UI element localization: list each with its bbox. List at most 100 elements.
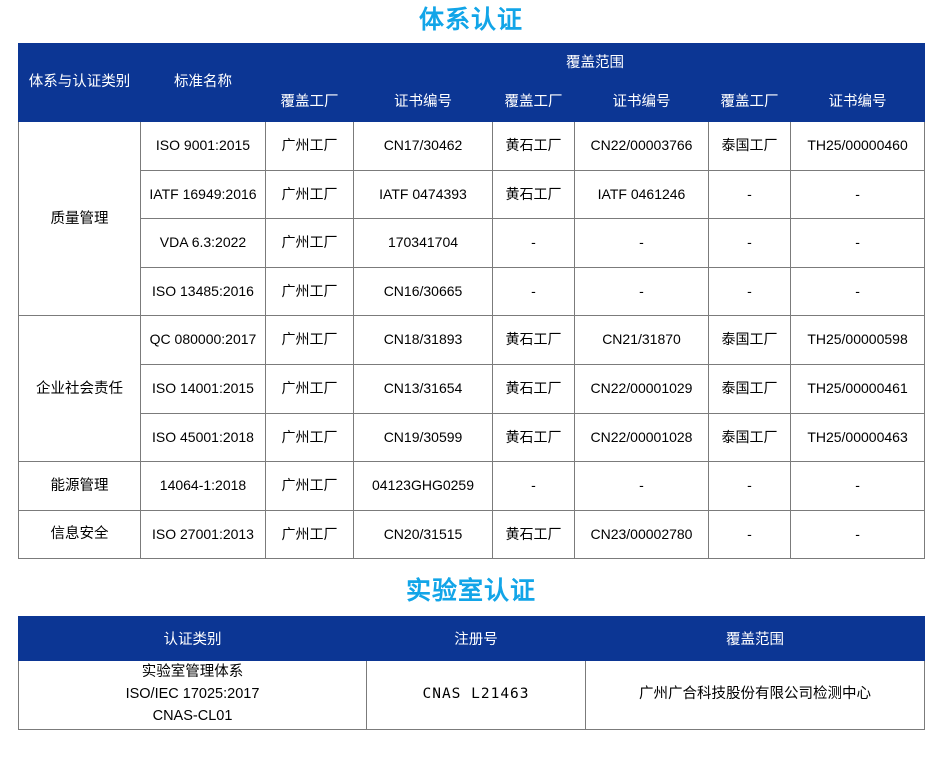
cell-standard: ISO 13485:2016 [140, 266, 266, 317]
cell-certno-3: TH25/00000460 [789, 121, 926, 171]
cell-certno-3: TH25/00000463 [789, 412, 926, 463]
lab-table-body: 实验室管理体系 ISO/IEC 17025:2017 CNAS-CL01 CNA… [18, 660, 925, 730]
cell-factory-1: 广州工厂 [265, 218, 354, 268]
systems-table-head: 体系与认证类别 标准名称 覆盖范围 覆盖工厂 证书编号 覆盖工厂 证书编号 覆盖… [18, 43, 926, 122]
header-cell-factory-2: 覆盖工厂 [492, 83, 575, 122]
lab-table-head: 认证类别 注册号 覆盖范围 [18, 616, 925, 662]
cell-factory-2: - [492, 266, 575, 317]
cell-certno-2: - [574, 218, 709, 268]
cell-standard: ISO 27001:2013 [140, 509, 266, 560]
header-cell-scope-group: 覆盖范围 [264, 43, 926, 84]
header-cell-lab-scope: 覆盖范围 [585, 616, 925, 662]
laboratory-certification-table: 认证类别 注册号 覆盖范围 实验室管理体系 ISO/IEC 17025:2017… [18, 616, 925, 730]
cell-factory-1: 广州工厂 [265, 363, 354, 414]
table-row: ISO 14001:2015 广州工厂 CN13/31654 黄石工厂 CN22… [19, 363, 926, 414]
cell-factory-3: - [708, 218, 791, 268]
table-row: 信息安全 ISO 27001:2013 广州工厂 CN20/31515 黄石工厂… [18, 509, 926, 560]
table-row: VDA 6.3:2022 广州工厂 170341704 - - - - [19, 218, 926, 268]
table-row: 企业社会责任 QC 080000:2017 广州工厂 CN18/31893 黄石… [18, 315, 926, 463]
row-group-label: 信息安全 [18, 509, 141, 560]
cell-factory-1: 广州工厂 [265, 266, 354, 317]
header-row-top: 体系与认证类别 标准名称 覆盖范围 [18, 43, 926, 122]
cell-factory-2: 黄石工厂 [492, 315, 575, 365]
cell-certno-1: 170341704 [353, 218, 493, 268]
cell-factory-2: - [492, 461, 575, 511]
cell-factory-1: 广州工厂 [265, 461, 354, 511]
cell-lab-scope: 广州广合科技股份有限公司检测中心 [585, 660, 925, 730]
cell-certno-1: CN16/30665 [353, 266, 493, 317]
cell-factory-3: 泰国工厂 [708, 363, 791, 414]
cell-standard: ISO 45001:2018 [140, 412, 266, 463]
cell-lab-regno: CNAS L21463 [366, 660, 586, 730]
cell-factory-2: 黄石工厂 [492, 412, 575, 463]
cell-factory-3: 泰国工厂 [708, 315, 791, 365]
table-row: 质量管理 ISO 9001:2015 广州工厂 CN17/30462 黄石工厂 … [18, 120, 926, 317]
cell-certno-3: TH25/00000461 [789, 363, 926, 414]
cell-certno-3: - [789, 461, 926, 511]
cell-lab-category: 实验室管理体系 ISO/IEC 17025:2017 CNAS-CL01 [18, 660, 367, 730]
cell-certno-1: IATF 0474393 [353, 169, 493, 220]
cell-factory-3: - [708, 461, 791, 511]
cell-factory-3: - [708, 169, 791, 220]
table-row: ISO 13485:2016 广州工厂 CN16/30665 - - - - [19, 266, 926, 317]
cell-certno-2: IATF 0461246 [574, 169, 709, 220]
cell-certno-1: 04123GHG0259 [353, 461, 493, 511]
header-cell-factory-3: 覆盖工厂 [708, 83, 791, 122]
cell-certno-2: - [574, 461, 709, 511]
systems-table-wrapper: 体系与认证类别 标准名称 覆盖范围 覆盖工厂 证书编号 覆盖工厂 证书编号 覆盖… [18, 43, 926, 560]
systems-certification-section: 体系认证 体系与认证类别 标准名称 覆盖范围 覆盖工厂 证书编号 覆盖工厂 [18, 6, 926, 560]
laboratory-certification-section: 实验室认证 认证类别 注册号 覆盖范围 实验室管理体系 ISO/IEC 1702… [0, 559, 942, 730]
cell-certno-1: CN13/31654 [353, 363, 493, 414]
row-group-label: 企业社会责任 [18, 315, 141, 463]
cell-standard: QC 080000:2017 [140, 315, 266, 365]
cell-standard: ISO 14001:2015 [140, 363, 266, 414]
page-title-systems: 体系认证 [418, 6, 523, 34]
cell-factory-2: - [492, 218, 575, 268]
cell-factory-2: 黄石工厂 [492, 169, 575, 220]
cell-certno-2: CN22/00003766 [574, 121, 709, 171]
cell-factory-1: 广州工厂 [265, 169, 354, 220]
systems-table-body: 质量管理 ISO 9001:2015 广州工厂 CN17/30462 黄石工厂 … [18, 120, 926, 560]
cell-standard: IATF 16949:2016 [140, 169, 266, 220]
header-cell-certno-3: 证书编号 [789, 83, 926, 122]
cell-standard: VDA 6.3:2022 [140, 218, 266, 268]
cell-factory-1: 广州工厂 [265, 121, 354, 171]
cell-certno-3: - [789, 266, 926, 317]
cell-certno-2: CN22/00001029 [574, 363, 709, 414]
cell-certno-3: - [789, 509, 926, 560]
header-row: 认证类别 注册号 覆盖范围 [18, 616, 925, 662]
header-cell-standard: 标准名称 [140, 43, 266, 122]
table-row: IATF 16949:2016 广州工厂 IATF 0474393 黄石工厂 I… [19, 169, 926, 220]
cell-certno-2: - [574, 266, 709, 317]
header-cell-lab-regno: 注册号 [366, 616, 586, 662]
cell-factory-3: 泰国工厂 [708, 121, 791, 171]
cell-factory-2: 黄石工厂 [492, 121, 575, 171]
table-row: 能源管理 14064-1:2018 广州工厂 04123GHG0259 - - … [18, 461, 926, 511]
cell-factory-1: 广州工厂 [265, 315, 354, 365]
cell-factory-1: 广州工厂 [265, 509, 354, 560]
cell-factory-3: 泰国工厂 [708, 412, 791, 463]
cell-standard: ISO 9001:2015 [140, 121, 266, 171]
systems-certification-table: 体系与认证类别 标准名称 覆盖范围 覆盖工厂 证书编号 覆盖工厂 证书编号 覆盖… [18, 43, 926, 560]
table-row: ISO 45001:2018 广州工厂 CN19/30599 黄石工厂 CN22… [19, 412, 926, 463]
header-cell-lab-category: 认证类别 [18, 616, 367, 662]
header-cell-category: 体系与认证类别 [18, 43, 141, 122]
cell-factory-1: 广州工厂 [265, 412, 354, 463]
header-row-sub: 覆盖工厂 证书编号 覆盖工厂 证书编号 覆盖工厂 证书编号 [19, 83, 926, 122]
table-row: 实验室管理体系 ISO/IEC 17025:2017 CNAS-CL01 CNA… [18, 660, 925, 730]
cell-certno-1: CN19/30599 [353, 412, 493, 463]
page-title-laboratory: 实验室认证 [405, 577, 536, 606]
cell-certno-2: CN22/00001028 [574, 412, 709, 463]
cell-certno-2: CN21/31870 [574, 315, 709, 365]
cell-factory-2: 黄石工厂 [492, 363, 575, 414]
cell-certno-1: CN20/31515 [353, 509, 493, 560]
cell-factory-2: 黄石工厂 [492, 509, 575, 560]
cell-certno-3: - [789, 169, 926, 220]
cell-certno-1: CN17/30462 [353, 121, 493, 171]
row-group-label: 质量管理 [18, 120, 141, 317]
cell-certno-2: CN23/00002780 [574, 509, 709, 560]
lab-table-wrapper: 认证类别 注册号 覆盖范围 实验室管理体系 ISO/IEC 17025:2017… [18, 616, 925, 730]
cell-certno-3: - [789, 218, 926, 268]
cell-factory-3: - [708, 509, 791, 560]
row-group-label: 能源管理 [18, 461, 141, 511]
